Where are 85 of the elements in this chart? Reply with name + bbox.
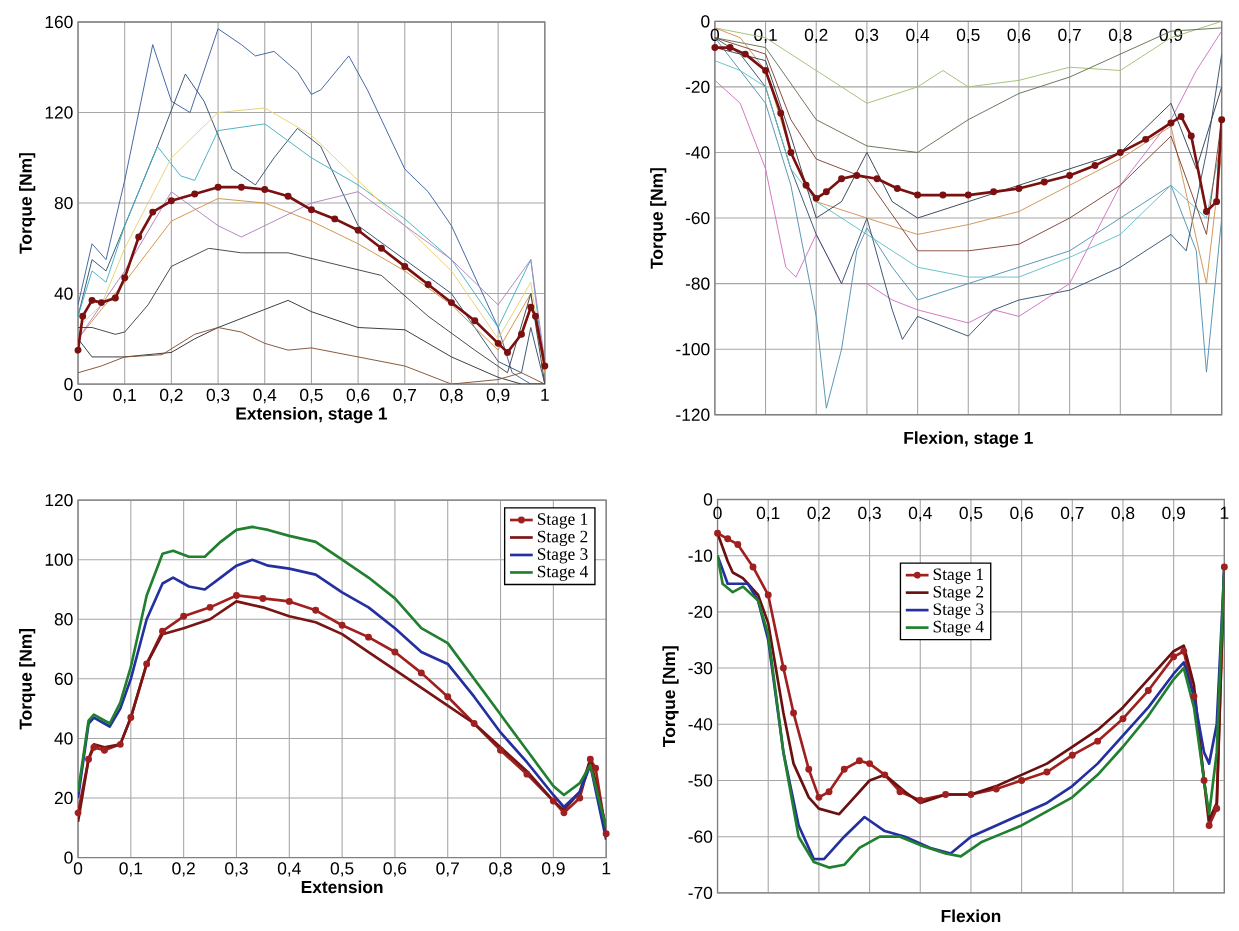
x-tick-label: 0,5 [300, 388, 323, 404]
y-tick-label: 20 [54, 791, 73, 805]
y-tick-label: -20 [688, 605, 713, 619]
x-tick-label: 0,4 [906, 28, 930, 44]
x-tick-label: 0 [713, 506, 722, 520]
y-tick-label: -120 [676, 408, 710, 421]
legend-label: Stage 2 [933, 585, 984, 602]
x-tick-label: 0,4 [277, 862, 301, 877]
y-tick-label: 0 [701, 15, 710, 28]
x-tick-label: 0,4 [908, 506, 932, 522]
x-tick-label: 0,9 [1162, 506, 1185, 522]
y-tick-label: -60 [685, 211, 710, 225]
x-tick-label: 1 [541, 388, 549, 401]
x-tick-label: 0,6 [346, 388, 370, 404]
y-tick-label: 60 [54, 672, 73, 686]
x-tick-label: 0,6 [1007, 28, 1031, 44]
x-tick-label: 0,9 [541, 862, 565, 877]
x-axis-title: Extension [301, 880, 383, 894]
x-tick-label: 0,2 [804, 28, 828, 44]
y-tick-label: 80 [54, 613, 73, 626]
x-tick-label: 0,1 [119, 862, 143, 877]
legend-label: Stage 3 [537, 548, 588, 564]
x-tick-label: 0 [73, 388, 83, 402]
x-tick-label: 0,6 [383, 862, 407, 877]
legend-label: Stage 2 [537, 530, 588, 547]
y-tick-label: 40 [54, 287, 73, 300]
x-tick-label: 0,8 [1111, 506, 1135, 522]
y-tick-label: -80 [685, 277, 710, 290]
x-tick-label: 1 [602, 862, 611, 875]
y-tick-label: 100 [45, 553, 73, 566]
x-tick-label: 0,1 [113, 388, 136, 404]
x-tick-label: 0,7 [393, 388, 416, 404]
y-tick-label: 40 [54, 732, 73, 745]
x-tick-label: 0 [73, 862, 83, 875]
y-tick-label: -40 [685, 146, 710, 159]
y-tick-label: -40 [688, 718, 713, 731]
x-tick-label: 0,8 [489, 862, 512, 877]
x-axis-title: Extension, stage 1 [236, 406, 388, 424]
x-tick-label: 0,7 [436, 862, 459, 877]
x-tick-label: 0,3 [206, 388, 230, 404]
x-tick-label: 0,9 [1159, 28, 1183, 44]
x-tick-label: 0,6 [1010, 506, 1033, 522]
y-axis-title: Torque [Nm] [19, 153, 36, 254]
legend-label: Stage 1 [933, 568, 984, 584]
y-tick-label: -70 [688, 886, 713, 900]
x-axis-title: Flexion [941, 909, 1001, 923]
x-tick-label: 0,8 [1108, 28, 1132, 44]
legend-label: Stage 3 [933, 603, 984, 619]
x-tick-label: 0,7 [1060, 506, 1084, 522]
legend-label: Stage 4 [537, 565, 589, 581]
legend-label: Stage 4 [933, 620, 984, 637]
y-tick-label: 0 [64, 377, 73, 391]
x-tick-label: 0,3 [225, 862, 248, 877]
y-axis-title: Torque [Nm] [662, 646, 679, 747]
x-tick-label: 0,9 [486, 388, 510, 404]
y-tick-label: 80 [54, 196, 73, 210]
x-tick-label: 0,4 [253, 388, 277, 404]
x-tick-label: 1 [1220, 506, 1229, 519]
x-tick-label: 0,7 [1058, 28, 1081, 44]
y-tick-label: 0 [64, 851, 73, 864]
y-axis-title: Torque [Nm] [19, 628, 36, 730]
x-tick-label: 0,5 [959, 506, 983, 522]
x-tick-label: 0,2 [160, 388, 183, 404]
y-tick-label: 120 [45, 494, 73, 507]
y-tick-label: 120 [45, 106, 73, 119]
y-tick-label: -10 [688, 549, 713, 562]
y-tick-label: -100 [676, 343, 710, 356]
x-tick-label: 0,1 [754, 28, 777, 44]
y-tick-label: -20 [685, 80, 710, 94]
x-tick-label: 0,2 [172, 862, 195, 877]
y-axis-title: Torque [Nm] [650, 168, 667, 269]
y-tick-label: 0 [703, 493, 713, 506]
x-tick-label: 0,2 [807, 506, 831, 522]
x-tick-label: 0,1 [756, 506, 780, 522]
y-tick-label: -50 [688, 774, 713, 787]
x-tick-label: 0,3 [858, 506, 881, 522]
y-tick-label: 160 [45, 15, 73, 29]
y-tick-label: -30 [688, 661, 713, 675]
x-tick-label: 0,5 [330, 862, 354, 877]
legend-label: Stage 1 [537, 513, 588, 529]
x-tick-label: 0,3 [855, 28, 879, 44]
y-tick-label: -60 [688, 830, 713, 843]
x-axis-title: Flexion, stage 1 [904, 431, 1033, 448]
x-tick-label: 0,8 [440, 388, 463, 404]
x-tick-label: 0,5 [956, 28, 980, 44]
